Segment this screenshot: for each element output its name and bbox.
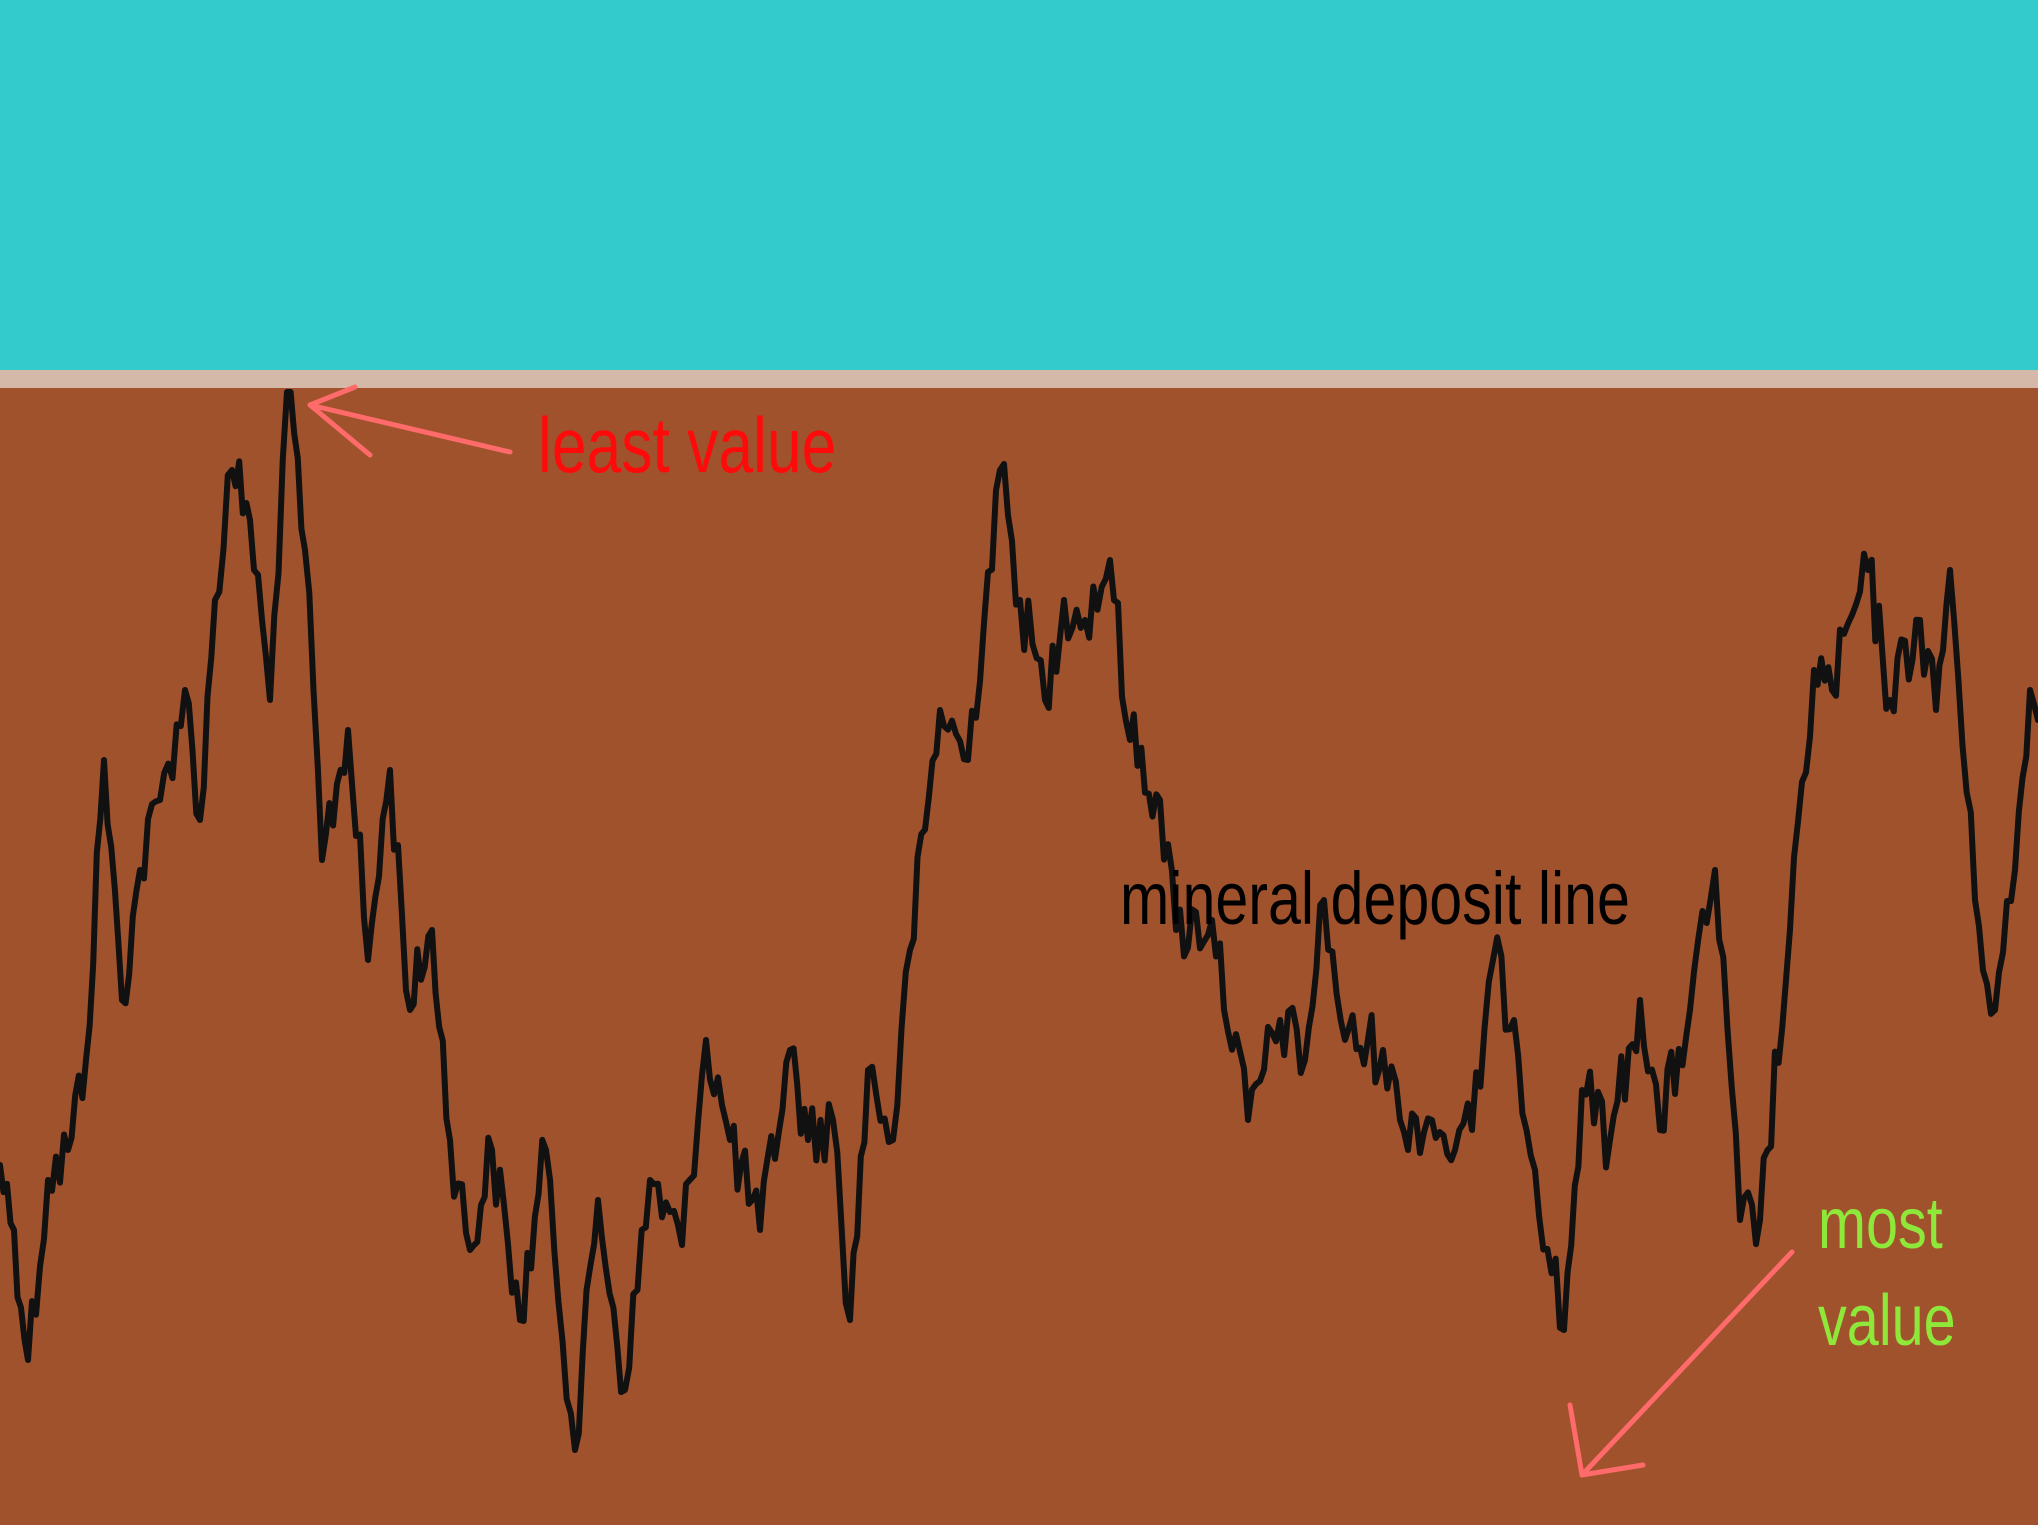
most-value-label-line1: most [1818, 1183, 1943, 1264]
sky [0, 0, 2038, 370]
mineral-deposit-line-label: mineral deposit line [1120, 858, 1630, 941]
most-value-label-line2: value [1818, 1280, 1956, 1361]
least-value-arrow [307, 384, 513, 458]
mineral-deposit-line [0, 389, 2038, 1453]
least-value-label: least value [538, 401, 836, 488]
most-value-arrow [1567, 1249, 1795, 1478]
surface-strip [0, 370, 2038, 388]
